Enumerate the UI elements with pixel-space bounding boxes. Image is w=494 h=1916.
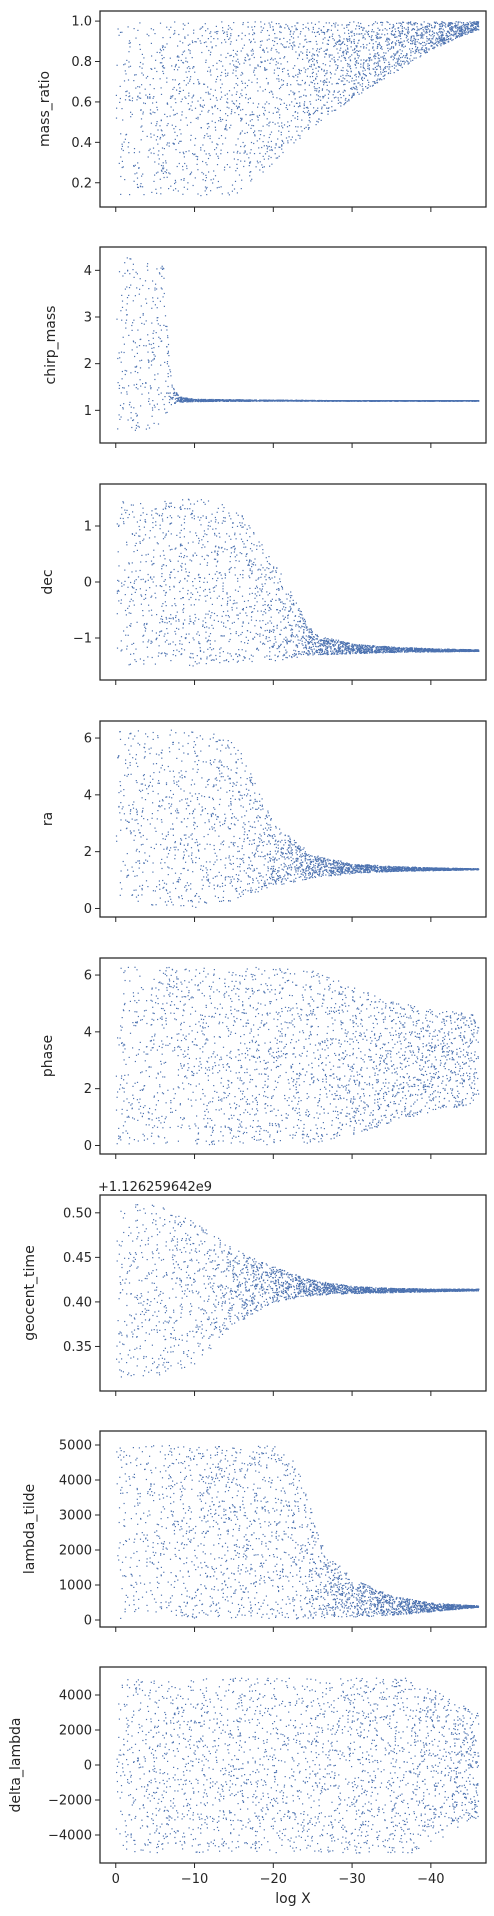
y-tick-label: 3 — [84, 311, 92, 326]
y-tick-label: 2 — [84, 845, 92, 860]
x-tick-label: −10 — [181, 1872, 208, 1887]
y-tick-label: 1.0 — [71, 15, 92, 30]
axes-frame — [99, 246, 487, 444]
y-tick-label: −4000 — [48, 1829, 92, 1844]
y-tick-label: 4 — [84, 788, 92, 803]
x-tick-label: 0 — [112, 1872, 120, 1887]
y-tick-label: 0 — [84, 1759, 92, 1774]
y-tick-label: 5000 — [59, 1439, 92, 1454]
axes-frame — [99, 10, 487, 208]
y-tick-label: 1 — [84, 520, 92, 535]
axes-frame — [99, 1430, 487, 1628]
panel-mass_ratio: 0.2 0.4 0.6 0.8 1.0 mass_ratio — [37, 10, 487, 212]
axes-frame — [99, 1194, 487, 1392]
scatter-points-delta_lambda — [115, 1677, 480, 1854]
panel-lambda_tilde: 0 1000 2000 3000 4000 5000 lambda_tilde — [22, 1430, 487, 1632]
y-axis-label: geocent_time — [22, 1245, 38, 1340]
y-tick-label: −2000 — [48, 1794, 92, 1809]
scatter-points-lambda_tilde — [116, 1445, 480, 1620]
scatter-points-chirp_mass — [116, 257, 480, 431]
y-tick-label: −1 — [73, 632, 92, 647]
y-tick-label: 3000 — [59, 1509, 92, 1524]
y-tick-label: 0.35 — [63, 1340, 92, 1355]
y-tick-label: 0.6 — [71, 95, 92, 110]
y-tick-label: 0.8 — [71, 55, 92, 70]
panel-chirp_mass: 1 2 3 4 chirp_mass — [43, 246, 487, 448]
x-axis-label: log X — [275, 1891, 311, 1907]
y-tick-label: 1000 — [59, 1579, 92, 1594]
axes-frame — [99, 720, 487, 918]
panel-phase: 0 2 4 6 phase — [40, 957, 487, 1159]
x-tick-label: −30 — [338, 1872, 365, 1887]
y-tick-label: 4000 — [59, 1689, 92, 1704]
axes-frame — [99, 957, 487, 1155]
panel-geocent_time: 0.35 0.40 0.45 0.50 geocent_time +1.126259642… — [22, 1180, 487, 1396]
panel-dec: −1 0 1 dec — [40, 483, 487, 685]
scatter-points-ra — [115, 729, 480, 908]
x-tick-label: −20 — [260, 1872, 287, 1887]
y-axis-label: mass_ratio — [37, 71, 53, 147]
y-tick-label: 4 — [84, 264, 92, 279]
y-axis-label: phase — [40, 1035, 56, 1077]
y-tick-label: 0 — [84, 1139, 92, 1154]
y-tick-label: 0.40 — [63, 1295, 92, 1310]
y-tick-label: 2 — [84, 357, 92, 372]
axes-frame — [99, 1666, 487, 1864]
y-tick-label: 0.2 — [71, 176, 92, 191]
scatter-points-phase — [115, 966, 480, 1146]
y-tick-label: 0.50 — [63, 1206, 92, 1221]
y-axis-label: dec — [40, 569, 56, 594]
scatter-points-dec — [116, 498, 480, 667]
y-tick-label: 4000 — [59, 1474, 92, 1489]
y-offset-label: +1.126259642e9 — [98, 1180, 212, 1195]
y-tick-label: 0 — [84, 902, 92, 917]
y-tick-label: 2000 — [59, 1724, 92, 1739]
y-tick-label: 6 — [84, 732, 92, 747]
scatter-points-geocent_time — [116, 1204, 480, 1378]
y-axis-label: chirp_mass — [43, 306, 59, 385]
y-axis-label: ra — [40, 812, 56, 826]
panel-delta_lambda: −4000 −2000 0 2000 4000 0 −10 −20 −30 −40 delta_la… — [8, 1666, 487, 1887]
y-tick-label: 0 — [84, 1614, 92, 1629]
panel-ra: 0 2 4 6 ra — [40, 720, 487, 922]
y-axis-label: delta_lambda — [8, 1718, 24, 1813]
y-tick-label: 2000 — [59, 1544, 92, 1559]
y-tick-label: 1 — [84, 404, 92, 419]
y-axis-label: lambda_tilde — [22, 1484, 38, 1574]
y-tick-label: 6 — [84, 969, 92, 984]
y-tick-label: 0.4 — [71, 136, 92, 151]
y-tick-label: 2 — [84, 1082, 92, 1097]
y-tick-label: 4 — [84, 1025, 92, 1040]
x-tick-label: −40 — [417, 1872, 444, 1887]
y-tick-label: 0.45 — [63, 1251, 92, 1266]
y-tick-label: 0 — [84, 576, 92, 591]
scatter-points-mass_ratio — [115, 21, 480, 197]
